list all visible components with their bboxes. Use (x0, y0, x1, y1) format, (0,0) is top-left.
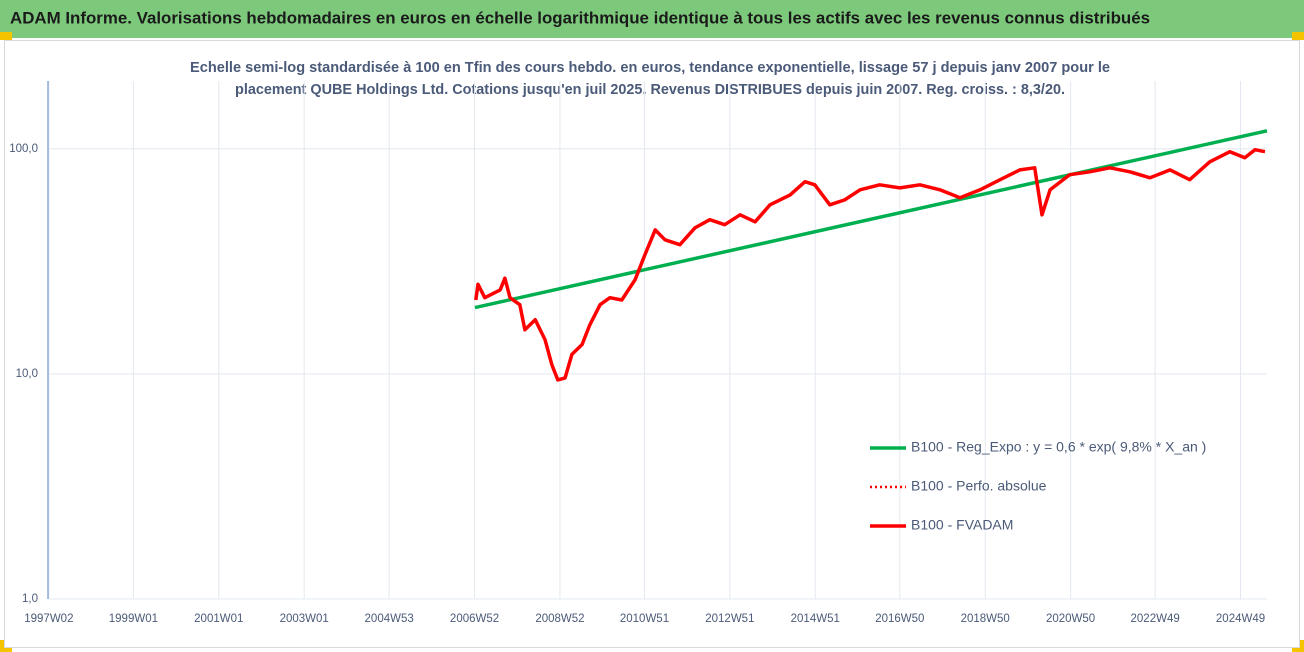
x-tick-label: 2010W51 (620, 613, 669, 625)
header-bar (0, 0, 1304, 38)
x-tick-label: 2018W50 (961, 613, 1010, 625)
header-title: ADAM Informe. Valorisations hebdomadaire… (10, 8, 1150, 27)
legend-label: B100 - Reg_Expo : y = 0,6 * exp( 9,8% * … (911, 439, 1206, 455)
x-tick-label: 2016W50 (875, 613, 924, 625)
x-tick-label: 2006W52 (450, 613, 499, 625)
chart-frame (4, 40, 1300, 648)
legend-label: B100 - Perfo. absolue (911, 478, 1047, 494)
subtitle-line: placement QUBE Holdings Ltd. Cotations j… (235, 82, 1065, 98)
legend-label: B100 - FVADAM (911, 517, 1013, 533)
y-tick-label: 1,0 (22, 593, 38, 605)
y-tick-label: 100,0 (9, 143, 38, 155)
corner-mark (0, 32, 12, 40)
x-tick-label: 1997W02 (24, 613, 73, 625)
x-tick-label: 2001W01 (194, 613, 243, 625)
series-line (474, 129, 1268, 310)
x-tick-label: 1999W01 (109, 613, 158, 625)
x-tick-label: 2004W53 (365, 613, 414, 625)
corner-mark (1292, 32, 1304, 40)
x-tick-label: 2014W51 (791, 613, 840, 625)
subtitle-line: Echelle semi-log standardisée à 100 en T… (190, 60, 1110, 76)
x-tick-label: 2020W50 (1046, 613, 1095, 625)
series-line (474, 147, 1266, 382)
x-tick-label: 2008W52 (535, 613, 584, 625)
x-tick-label: 2012W51 (705, 613, 754, 625)
y-tick-label: 10,0 (16, 368, 38, 380)
x-tick-label: 2022W49 (1131, 613, 1180, 625)
x-tick-label: 2003W01 (280, 613, 329, 625)
x-tick-label: 2024W49 (1216, 613, 1265, 625)
